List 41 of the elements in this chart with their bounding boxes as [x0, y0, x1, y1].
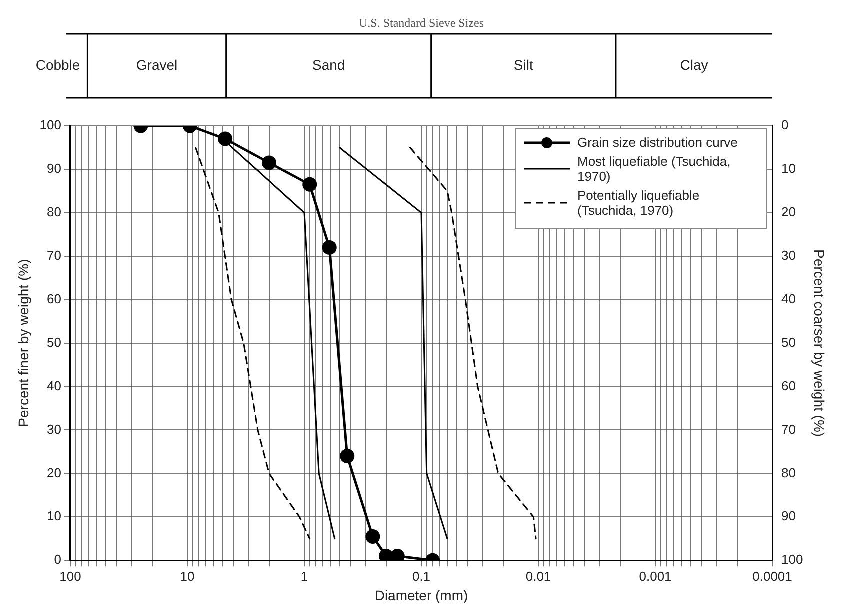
- x-tick-label: 0.01: [526, 568, 552, 584]
- y-tick-label: 40: [47, 378, 62, 394]
- x-tick-label: 10: [180, 568, 195, 584]
- y2-tick-label: 80: [782, 465, 796, 480]
- legend-label: Most liquefiable (Tsuchida, 1970): [578, 154, 732, 184]
- text: Silt: [514, 56, 534, 73]
- y2-tick-label: 60: [782, 378, 796, 394]
- y-tick-label: 30: [47, 422, 62, 437]
- x-tick-label: 0.1: [412, 568, 431, 584]
- y2-tick-label: 0: [782, 118, 789, 133]
- y-tick-label: 100: [40, 118, 62, 133]
- y-tick-label: 50: [47, 334, 62, 350]
- y2-tick-label: 90: [782, 508, 796, 524]
- text: U.S. Standard Sieve Sizes: [359, 16, 484, 30]
- y2-tick-label: 100: [782, 552, 804, 568]
- text: Cobble: [36, 56, 80, 73]
- x-tick-label: 100: [60, 568, 82, 584]
- y2-tick-label: 40: [782, 291, 796, 306]
- y-axis-title: Percent finer by weight (%): [15, 259, 32, 428]
- y2-tick-label: 10: [782, 161, 796, 176]
- x-tick-label: 1: [300, 568, 308, 584]
- y-tick-label: 90: [47, 161, 62, 176]
- y-tick-label: 0: [54, 552, 62, 568]
- y-tick-label: 70: [47, 248, 62, 263]
- legend-label: Grain size distribution curve: [578, 135, 738, 150]
- x-tick-label: 0.001: [639, 568, 672, 584]
- y2-tick-label: 50: [782, 334, 796, 350]
- y-tick-label: 60: [47, 291, 62, 306]
- y-tick-label: 20: [47, 465, 62, 480]
- x-tick-label: 0.0001: [752, 568, 792, 584]
- y2-tick-label: 20: [782, 204, 796, 220]
- text: Gravel: [136, 56, 178, 73]
- x-axis-title: Diameter (mm): [374, 587, 468, 604]
- y2-tick-label: 30: [782, 248, 796, 263]
- y-tick-label: 80: [47, 204, 62, 220]
- text: Clay: [680, 56, 708, 73]
- y2-tick-label: 70: [782, 422, 796, 437]
- y-tick-label: 10: [47, 508, 62, 524]
- legend-label: Potentially liquefiable (Tsuchida, 1970): [578, 188, 701, 218]
- text: Sand: [312, 56, 346, 73]
- y2-axis-title: Percent coarser by weight (%): [812, 250, 828, 438]
